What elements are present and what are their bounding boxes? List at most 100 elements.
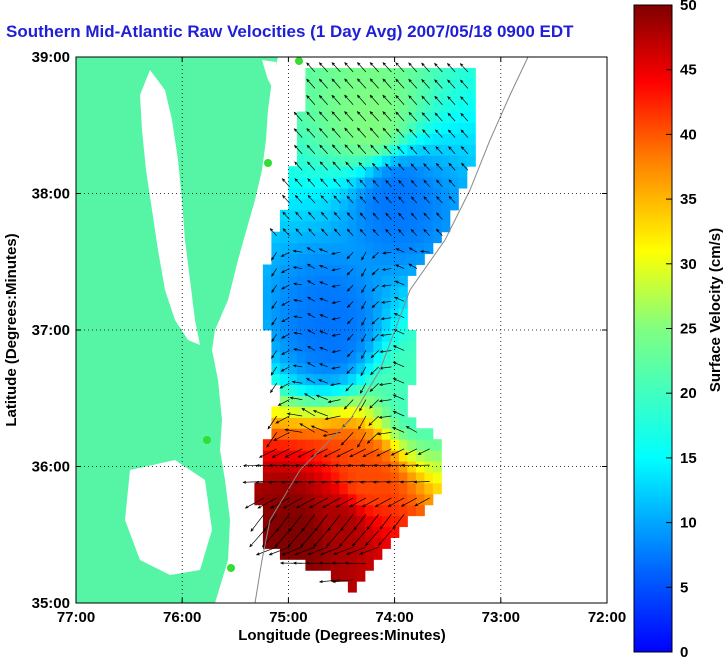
velocity-cell	[373, 166, 383, 178]
velocity-cell	[364, 351, 374, 364]
velocity-arrow	[386, 463, 405, 467]
velocity-cell	[381, 319, 391, 331]
velocity-cell	[373, 548, 383, 560]
velocity-cell	[271, 242, 281, 255]
velocity-cell	[449, 177, 459, 189]
velocity-cell	[398, 188, 408, 200]
velocity-cell	[322, 515, 332, 528]
velocity-cell	[330, 177, 340, 189]
velocity-cell	[313, 308, 323, 320]
velocity-arrow	[395, 62, 405, 73]
velocity-cell	[330, 471, 340, 484]
velocity-arrow	[331, 94, 341, 106]
velocity-cell	[381, 504, 391, 517]
velocity-cell	[330, 133, 340, 145]
velocity-arrow	[374, 497, 392, 508]
velocity-cell	[381, 395, 391, 407]
velocity-arrow	[331, 579, 354, 584]
velocity-cell	[398, 220, 408, 233]
velocity-cell	[441, 177, 451, 189]
velocity-arrow	[360, 366, 367, 377]
velocity-cell	[424, 439, 434, 451]
velocity-cell	[322, 319, 332, 331]
velocity-arrow	[382, 127, 392, 138]
velocity-cell	[441, 209, 451, 222]
velocity-cell	[296, 537, 306, 549]
velocity-cell	[356, 308, 366, 320]
velocity-cell	[271, 340, 281, 353]
velocity-arrow	[346, 178, 354, 187]
velocity-cell	[347, 198, 357, 211]
velocity-cell	[441, 166, 451, 178]
velocity-cell	[390, 198, 400, 211]
velocity-cell	[330, 297, 340, 309]
velocity-cell	[373, 417, 383, 429]
velocity-cell	[364, 67, 374, 80]
y-tick-label: 39:00	[32, 49, 70, 66]
velocity-cell	[441, 111, 451, 124]
velocity-cell	[356, 417, 366, 429]
velocity-cell	[432, 471, 442, 484]
velocity-cell	[296, 231, 306, 244]
velocity-cell	[339, 166, 349, 178]
velocity-arrow	[331, 300, 341, 304]
velocity-cell	[296, 242, 306, 255]
velocity-cell	[330, 100, 340, 113]
velocity-cell	[381, 253, 391, 265]
velocity-cell	[449, 198, 459, 211]
velocity-cell	[339, 351, 349, 364]
velocity-cell	[356, 275, 366, 287]
velocity-cell	[330, 482, 340, 495]
velocity-cell	[432, 144, 442, 156]
velocity-arrow	[359, 212, 367, 220]
pamlico-sound	[125, 460, 212, 575]
velocity-arrow	[242, 480, 264, 484]
velocity-arrow	[326, 530, 341, 547]
velocity-cell	[347, 504, 357, 517]
velocity-cell	[432, 439, 442, 451]
velocity-cell	[398, 428, 408, 440]
velocity-cell	[347, 297, 357, 309]
velocity-cell	[415, 89, 425, 102]
velocity-cell	[415, 155, 425, 167]
velocity-cell	[449, 144, 459, 156]
velocity-arrow	[366, 514, 379, 531]
velocity-arrow	[369, 78, 379, 89]
velocity-arrow	[460, 162, 469, 171]
velocity-cell	[288, 253, 298, 265]
velocity-cell	[322, 198, 332, 211]
x-tick-label: 74:00	[375, 609, 413, 626]
velocity-arrow	[417, 448, 430, 455]
velocity-arrow	[448, 162, 456, 171]
velocity-cell	[347, 351, 357, 364]
y-axis-ticks: 35:00 36:00 37:00 38:00 39:00	[32, 49, 607, 612]
velocity-arrow	[371, 251, 379, 259]
velocity-cell	[279, 275, 289, 287]
velocity-cell	[398, 231, 408, 244]
velocity-arrow	[306, 280, 316, 286]
velocity-cell	[322, 177, 332, 189]
velocity-cell	[313, 461, 323, 473]
velocity-cell	[458, 89, 468, 102]
velocity-arrow	[435, 162, 443, 171]
velocity-cell	[296, 395, 306, 407]
velocity-cell	[390, 177, 400, 189]
velocity-arrow	[318, 579, 341, 584]
velocity-cell	[305, 450, 315, 462]
velocity-cell	[407, 67, 417, 80]
velocity-cell	[424, 450, 434, 462]
velocity-cell	[347, 340, 357, 353]
velocity-cell	[347, 428, 357, 440]
velocity-cell	[330, 439, 340, 451]
velocity-cell	[347, 308, 357, 320]
velocity-cell	[390, 122, 400, 134]
velocity-arrow	[447, 95, 456, 106]
velocity-arrow	[293, 144, 303, 155]
velocity-arrow	[331, 333, 341, 337]
velocity-cell	[330, 504, 340, 517]
velocity-arrow	[366, 432, 379, 444]
velocity-cell	[339, 231, 349, 244]
velocity-arrow	[318, 94, 328, 106]
velocity-arrow	[345, 382, 354, 392]
velocity-cell	[415, 504, 425, 517]
